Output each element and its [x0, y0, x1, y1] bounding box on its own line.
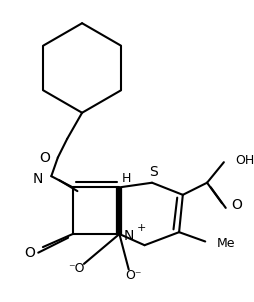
Text: O: O	[231, 198, 242, 212]
Text: O: O	[39, 150, 50, 165]
Text: Me: Me	[216, 237, 235, 250]
Text: S: S	[150, 165, 158, 178]
Text: ⁻O: ⁻O	[68, 262, 85, 275]
Text: O: O	[24, 246, 35, 260]
Text: N: N	[33, 172, 43, 186]
Text: +: +	[137, 223, 147, 233]
Text: N: N	[123, 229, 134, 243]
Text: H: H	[122, 172, 132, 185]
Text: O⁻: O⁻	[125, 268, 142, 281]
Text: OH: OH	[235, 154, 254, 167]
